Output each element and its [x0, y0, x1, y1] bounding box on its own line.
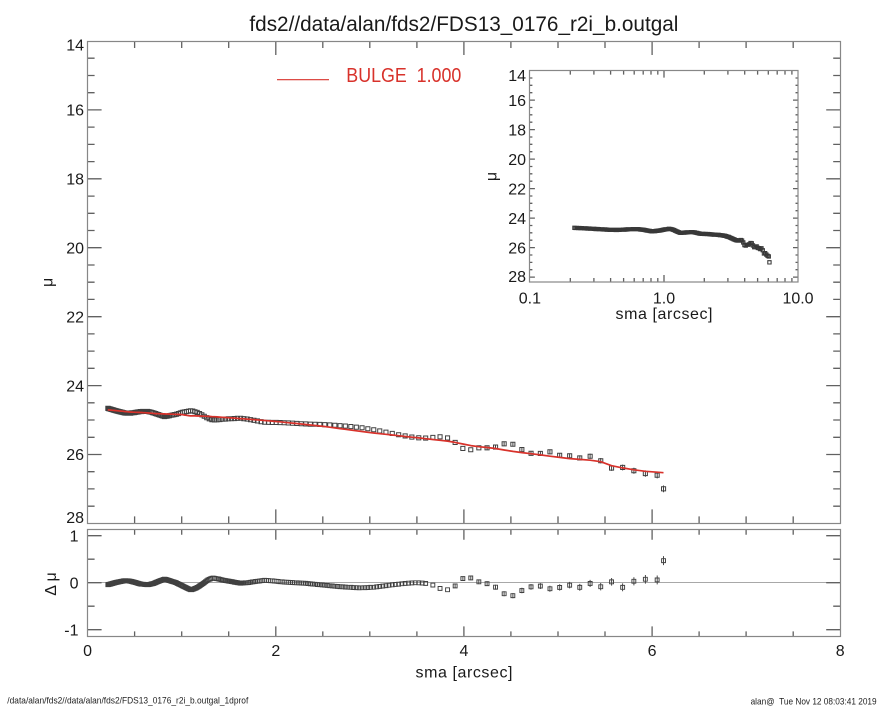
- svg-text:μ: μ: [484, 172, 501, 181]
- svg-text:alan@ Tue Nov 12 08:03:41 201: alan@ Tue Nov 12 08:03:41 2019: [751, 697, 877, 708]
- svg-text:14: 14: [508, 68, 526, 85]
- svg-text:20: 20: [66, 240, 84, 257]
- svg-text:20: 20: [508, 152, 526, 169]
- svg-text:16: 16: [66, 103, 84, 120]
- svg-text:/data/alan/fds2//data/alan/fds: /data/alan/fds2//data/alan/fds2/FDS13_01…: [7, 696, 248, 707]
- svg-text:18: 18: [508, 122, 526, 139]
- svg-text:28: 28: [508, 269, 526, 286]
- svg-text:22: 22: [66, 309, 84, 326]
- svg-text:BULGE 1.000: BULGE 1.000: [346, 64, 461, 87]
- svg-text:26: 26: [66, 447, 84, 464]
- svg-text:2: 2: [271, 643, 280, 660]
- svg-text:6: 6: [648, 643, 657, 660]
- svg-text:fds2//data/alan/fds2/FDS13_017: fds2//data/alan/fds2/FDS13_0176_r2i_b.ou…: [249, 13, 678, 36]
- svg-text:16: 16: [508, 93, 526, 110]
- svg-text:24: 24: [66, 378, 84, 395]
- svg-text:8: 8: [836, 643, 845, 660]
- svg-text:4: 4: [459, 643, 468, 660]
- svg-text:22: 22: [508, 181, 526, 198]
- svg-text:-1: -1: [64, 622, 78, 639]
- svg-text:0: 0: [70, 575, 79, 592]
- svg-text:10.0: 10.0: [782, 291, 813, 308]
- svg-text:0.1: 0.1: [519, 291, 541, 308]
- svg-text:28: 28: [66, 510, 84, 527]
- svg-text:μ: μ: [40, 278, 57, 287]
- svg-text:26: 26: [508, 240, 526, 257]
- svg-text:sma [arcsec]: sma [arcsec]: [416, 664, 513, 681]
- svg-text:14: 14: [66, 38, 84, 55]
- svg-text:18: 18: [66, 172, 84, 189]
- svg-text:0: 0: [83, 643, 92, 660]
- svg-text:1.0: 1.0: [653, 291, 675, 308]
- svg-text:24: 24: [508, 211, 526, 228]
- svg-text:Δ μ: Δ μ: [43, 572, 60, 595]
- svg-text:sma [arcsec]: sma [arcsec]: [616, 306, 713, 323]
- svg-text:1: 1: [70, 528, 79, 545]
